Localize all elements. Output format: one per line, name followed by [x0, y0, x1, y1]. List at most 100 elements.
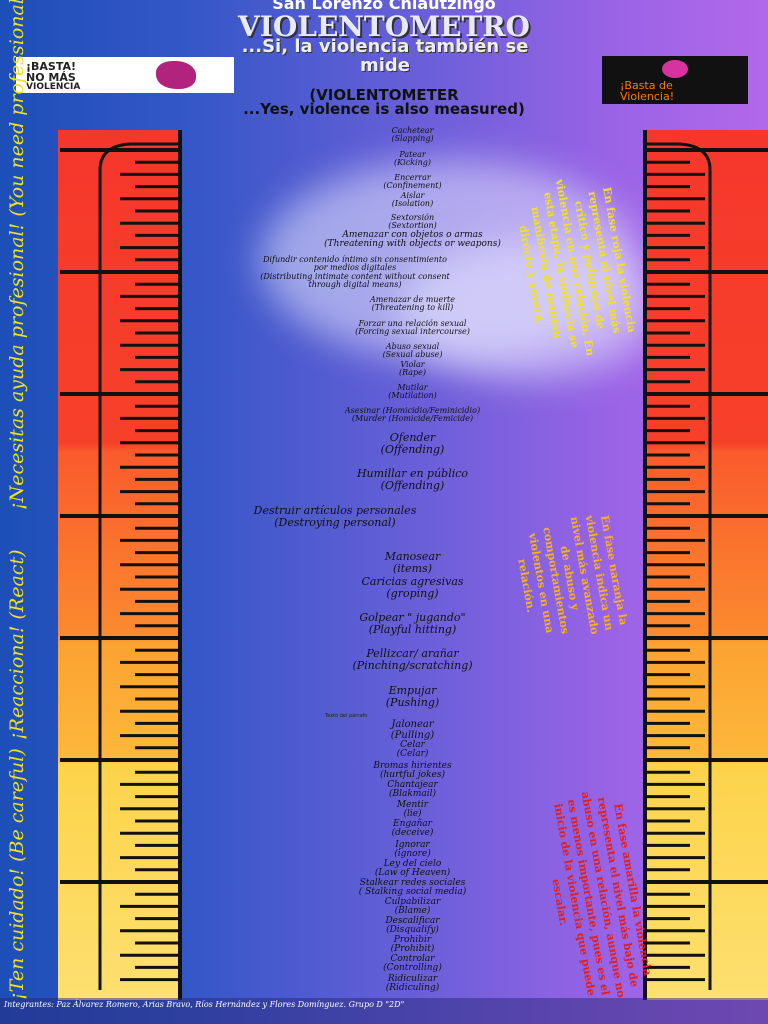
item-es: Golpear " jugando": [359, 611, 466, 624]
violence-item: Prohibir (Prohibit): [180, 935, 645, 955]
item-es: Ridiculizar: [387, 974, 438, 984]
item-es: Ignorar: [395, 840, 430, 850]
violence-item: Celar (Celar): [180, 740, 645, 760]
logo-text: ¡Basta de: [620, 79, 673, 92]
item-en: (Offending): [380, 442, 445, 456]
logo-left: ¡BASTA! NO MÁS VIOLENCIA: [16, 57, 234, 93]
item-en: (Threatening to kill): [371, 303, 454, 313]
item-en: (Blame): [394, 906, 431, 917]
item-es: Empujar: [388, 684, 437, 697]
item-en: (Sexual abuse): [382, 350, 443, 360]
cloud: [400, 240, 660, 380]
item-es: Amenazar con objetos o armas: [342, 230, 483, 240]
item-en: (items): [392, 561, 433, 575]
item-en: (Pulling): [390, 729, 435, 741]
logo-text: ¡BASTA!: [26, 60, 77, 73]
violence-item: Amenazar con objetos o armas (Threatening…: [180, 230, 645, 250]
item-es: Jalonear: [391, 719, 434, 730]
violence-item: Empujar (Pushing): [180, 685, 645, 708]
violence-item: Ignorar (ignore): [180, 840, 645, 860]
violence-item: Abuso sexual (Sexual abuse): [180, 342, 645, 360]
violence-item: Humillar en público (Offending): [180, 468, 645, 491]
item-en: (Slapping): [391, 134, 434, 144]
item-en: (Ridiculing): [385, 983, 440, 994]
item-en: (Forcing sexual intercourse): [355, 327, 470, 337]
item-en: (Mutilation): [388, 391, 437, 401]
violence-item: Pellizcar/ arañar (Pinching/scratching): [180, 648, 645, 671]
violence-item: Controlar (Controlling): [180, 954, 645, 974]
item-es: Caricias agresivas: [361, 575, 464, 588]
item-es: Ley del cielo: [383, 859, 442, 869]
violence-item: Cachetear (Slapping): [180, 126, 645, 144]
item-en: (groping): [386, 586, 439, 600]
town: San Lorenzo Chiautzingo: [272, 0, 496, 13]
phase-text: En fase naranja la violencia indica un n…: [515, 514, 631, 636]
side-text: ¡Ten cuidado! (Be careful): [6, 748, 28, 1000]
item-es: Controlar: [390, 954, 435, 964]
side-text: ¡Reacciona! (React): [6, 549, 28, 740]
footer: Integrantes: Paz Álvarez Romero, Arias B…: [0, 998, 768, 1024]
item-en: (Disqualify): [386, 925, 439, 936]
item-es: Ofender: [389, 431, 436, 444]
violence-item: Violar (Rape): [180, 360, 645, 378]
item-es: Celar: [400, 740, 425, 750]
item-es: Abuso sexual: [385, 342, 440, 351]
violence-item: Jalonear (Pulling): [180, 719, 645, 741]
violence-item: Bromas hirientes (hurtful jokes): [180, 761, 645, 781]
item-es: Encerrar: [394, 173, 431, 182]
item-es: Cachetear: [391, 126, 434, 135]
item-en: (Playful hitting): [368, 622, 457, 636]
violence-item: Ley del cielo (Law of Heaven): [180, 859, 645, 879]
item-es: Prohibir: [393, 935, 432, 945]
item-en: (Isolation): [391, 199, 434, 209]
item-en: (ignore): [394, 849, 431, 860]
violence-item: Stalkear redes sociales( Stalking social…: [180, 878, 645, 898]
violence-item: Descalificar (Disqualify): [180, 916, 645, 936]
item-es: Aislar: [400, 191, 425, 200]
item-en: (Threatening with objects or weapons): [324, 239, 501, 250]
violence-item: Ofender (Offending): [180, 432, 645, 455]
item-es: Asesinar (Homicidio/Feminicidio): [344, 406, 481, 415]
item-en: (Blakmail): [389, 789, 436, 800]
subtitle: ...Si, la violencia también se mide: [241, 36, 529, 76]
item-en: ( Stalking social media): [358, 887, 467, 898]
violence-item: Mentir (lie): [180, 800, 645, 820]
item-es: Chantajear: [387, 780, 438, 790]
item-en: (Offending): [380, 478, 445, 492]
subtitle-en: ...Yes, violence is also measured): [243, 100, 525, 118]
item-en: (Celar): [396, 749, 429, 760]
title-en: (VIOLENTOMETER: [309, 86, 459, 104]
violence-item: Sextorsión (Sextortion): [180, 213, 645, 231]
item-en: (Law of Heaven): [374, 868, 451, 879]
item-es: Amenazar de muerte: [369, 295, 455, 304]
item-en: (lie): [403, 809, 422, 820]
violence-item: Culpabilizar (Blame): [180, 897, 645, 917]
item-en: (Confinement): [383, 181, 442, 191]
logo-text: Violencia!: [620, 90, 675, 103]
item-es: Manosear: [384, 550, 441, 563]
violence-item: Patear (Kicking): [180, 150, 645, 168]
item-es: Engañar: [393, 819, 432, 829]
item-en: (Sextortion): [388, 221, 437, 231]
item-en: (Destroying personal): [274, 515, 396, 529]
item-es: Bromas hirientes: [373, 761, 452, 771]
violence-item: Caricias agresivas (groping): [180, 576, 645, 599]
violence-item: Engañar (deceive): [180, 819, 645, 839]
violence-item: Encerrar (Confinement): [180, 173, 645, 191]
violence-item: Ridiculizar (Ridiculing): [180, 974, 645, 994]
violence-item: Amenazar de muerte (Threatening to kill): [180, 295, 645, 313]
item-en: (Pinching/scratching): [352, 658, 473, 672]
item-en: (Rape): [398, 368, 427, 378]
item-en: (Distributing intimate content without c…: [260, 271, 450, 290]
item-en: (Murder (Homicide/Femicide): [351, 414, 474, 424]
violence-item: Chantajear (Blakmail): [180, 780, 645, 800]
side-text: ¡Necesitas ayuda profesional! (You need …: [6, 0, 28, 510]
item-es: Patear: [399, 150, 426, 159]
item-en: (Prohibit): [390, 944, 435, 955]
violence-item: Golpear " jugando" (Playful hitting): [180, 612, 645, 635]
violence-item: Aislar (Isolation): [180, 191, 645, 209]
item-en: (Pushing): [385, 695, 440, 709]
item-es: Stalkear redes sociales: [359, 878, 466, 888]
